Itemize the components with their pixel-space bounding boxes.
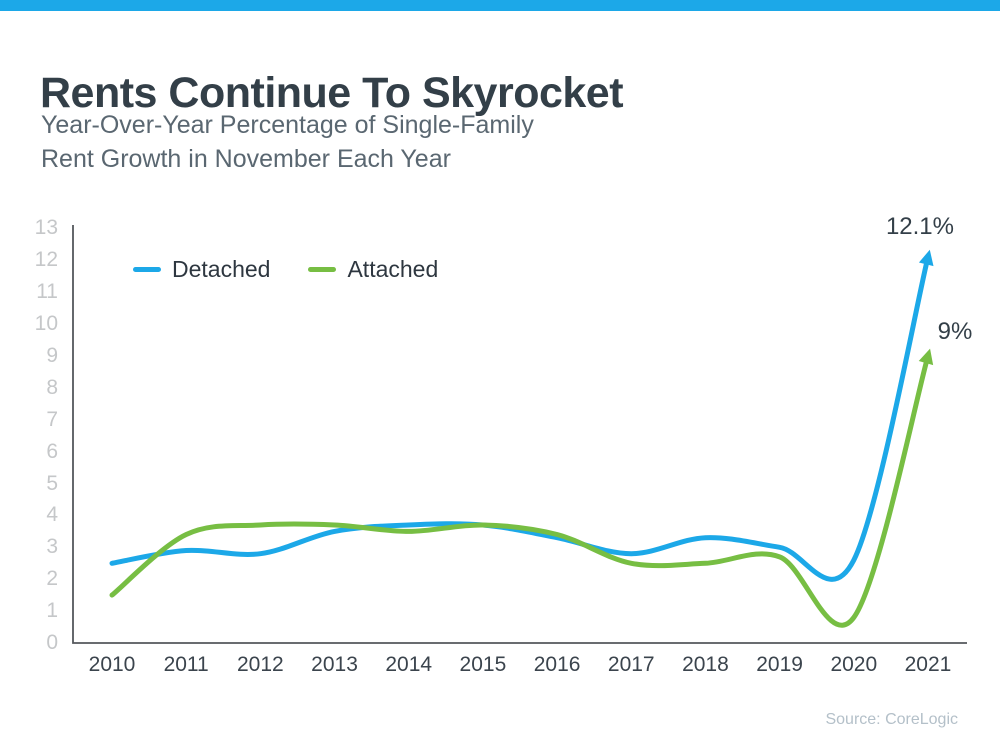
x-axis-tick-label: 2021	[904, 653, 952, 676]
y-axis-tick-label: 5	[46, 471, 58, 495]
y-axis-tick-label: 10	[34, 312, 58, 335]
page-subtitle: Year-Over-Year Percentage of Single-Fami…	[41, 108, 741, 176]
y-axis-tick-label: 6	[46, 439, 58, 463]
x-axis-tick-label: 2016	[533, 653, 581, 676]
y-axis-tick-label: 13	[34, 216, 58, 240]
y-axis-tick-label: 11	[36, 280, 58, 304]
x-axis-tick-label: 2017	[607, 653, 655, 676]
chart-legend: Detached Attached	[133, 256, 476, 283]
y-axis-tick-label: 4	[46, 503, 58, 527]
y-axis-tick-label: 0	[46, 631, 58, 654]
top-accent-bar	[0, 0, 1000, 11]
x-axis-tick-label: 2011	[163, 653, 209, 676]
y-axis-tick-label: 1	[46, 599, 58, 623]
legend-label-detached: Detached	[172, 256, 271, 282]
x-axis-tick-label: 2013	[311, 653, 358, 676]
x-axis-tick-label: 2020	[830, 653, 878, 676]
page-subtitle-line1: Year-Over-Year Percentage of Single-Fami…	[41, 111, 534, 139]
y-axis-tick-label: 2	[46, 567, 58, 591]
x-axis-tick-label: 2010	[88, 653, 136, 676]
x-axis-tick-label: 2015	[459, 653, 507, 676]
y-axis-tick-label: 7	[46, 407, 58, 431]
x-axis-tick-label: 2018	[682, 653, 729, 676]
legend-label-attached: Attached	[347, 256, 439, 282]
page-subtitle-line2: Rent Growth in November Each Year	[41, 145, 451, 173]
x-axis-tick-label: 2014	[385, 653, 433, 676]
detached-line-swatch	[133, 267, 161, 272]
attached-line-swatch	[308, 267, 337, 272]
y-axis-tick-label: 8	[46, 375, 58, 399]
y-axis-tick-label: 9	[46, 343, 58, 367]
source-credit: Source: CoreLogic	[825, 711, 958, 728]
legend-item-attached: Attached	[308, 256, 438, 283]
x-axis-tick-label: 2019	[756, 653, 803, 676]
annotation-detached: 12.1%	[885, 213, 954, 240]
y-axis-tick-label: 3	[46, 535, 58, 559]
page-title: Rents Continue To Skyrocket	[40, 68, 624, 117]
x-axis-tick-label: 2012	[237, 653, 284, 676]
legend-item-detached: Detached	[133, 256, 270, 283]
y-axis-tick-label: 12	[34, 248, 58, 272]
annotation-attached: 9%	[937, 317, 973, 345]
